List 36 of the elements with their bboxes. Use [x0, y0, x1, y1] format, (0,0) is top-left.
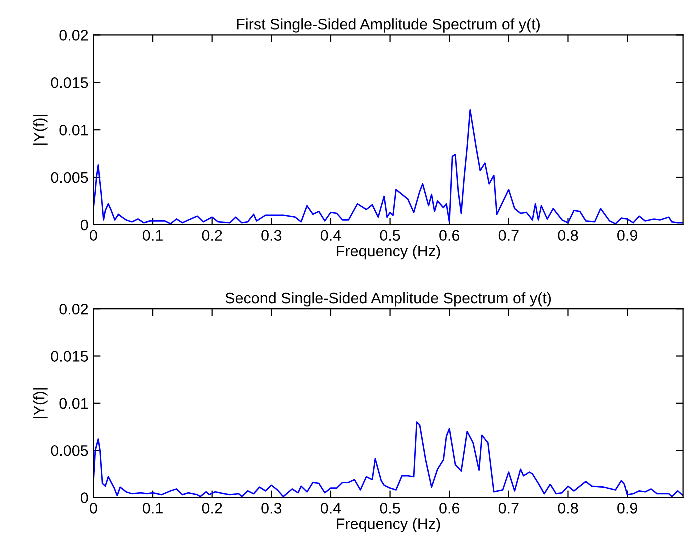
- x-tick-label: 0.7: [498, 230, 519, 242]
- x-tick-label: 0: [90, 230, 98, 242]
- y-tick-label: 0: [80, 220, 88, 231]
- x-tick-label: 0.3: [262, 503, 282, 514]
- y-tick-label: 0.015: [51, 351, 88, 362]
- y-tick-label: 0: [80, 492, 88, 504]
- x-tick-label: 0.9: [618, 503, 638, 514]
- y-tick-label: 0.005: [51, 445, 88, 456]
- x-tick-label: 0.8: [558, 230, 578, 242]
- y-axis-title: |Y(f)|: [34, 388, 48, 418]
- x-tick-label: 0.4: [320, 230, 342, 242]
- x-axis-title: Frequency (Hz): [337, 245, 440, 260]
- x-tick-label: 0.3: [262, 230, 282, 242]
- y-tick-label: 0.01: [60, 124, 88, 136]
- x-tick-label: 0.8: [558, 503, 578, 514]
- x-tick-label: 0.6: [440, 503, 460, 514]
- x-tick-label: 0: [90, 503, 98, 514]
- x-tick-label: 0.1: [143, 503, 163, 514]
- x-tick-label: 0.6: [440, 230, 460, 242]
- y-tick-label: 0.005: [51, 172, 88, 184]
- x-tick-label: 0.7: [498, 503, 519, 514]
- x-tick-label: 0.5: [380, 503, 400, 514]
- y-tick-label: 0.02: [60, 30, 88, 41]
- x-tick-label: 0.4: [320, 503, 342, 514]
- x-axis-title: Frequency (Hz): [337, 518, 440, 532]
- x-tick-label: 0.5: [380, 230, 400, 242]
- chart-title: Second Single-Sided Amplitude Spectrum of y(t): [226, 292, 552, 307]
- y-tick-label: 0.015: [51, 78, 88, 88]
- x-tick-label: 0.2: [202, 230, 222, 242]
- x-tick-label: 0.9: [618, 230, 638, 242]
- y-axis-title: |Y(f)|: [34, 115, 48, 145]
- x-tick-label: 0.1: [143, 230, 163, 242]
- chart-title: First Single-Sided Amplitude Spectrum of y(t): [237, 18, 540, 33]
- x-tick-label: 0.2: [202, 503, 222, 514]
- y-tick-label: 0.01: [60, 398, 88, 410]
- y-tick-label: 0.02: [60, 304, 88, 315]
